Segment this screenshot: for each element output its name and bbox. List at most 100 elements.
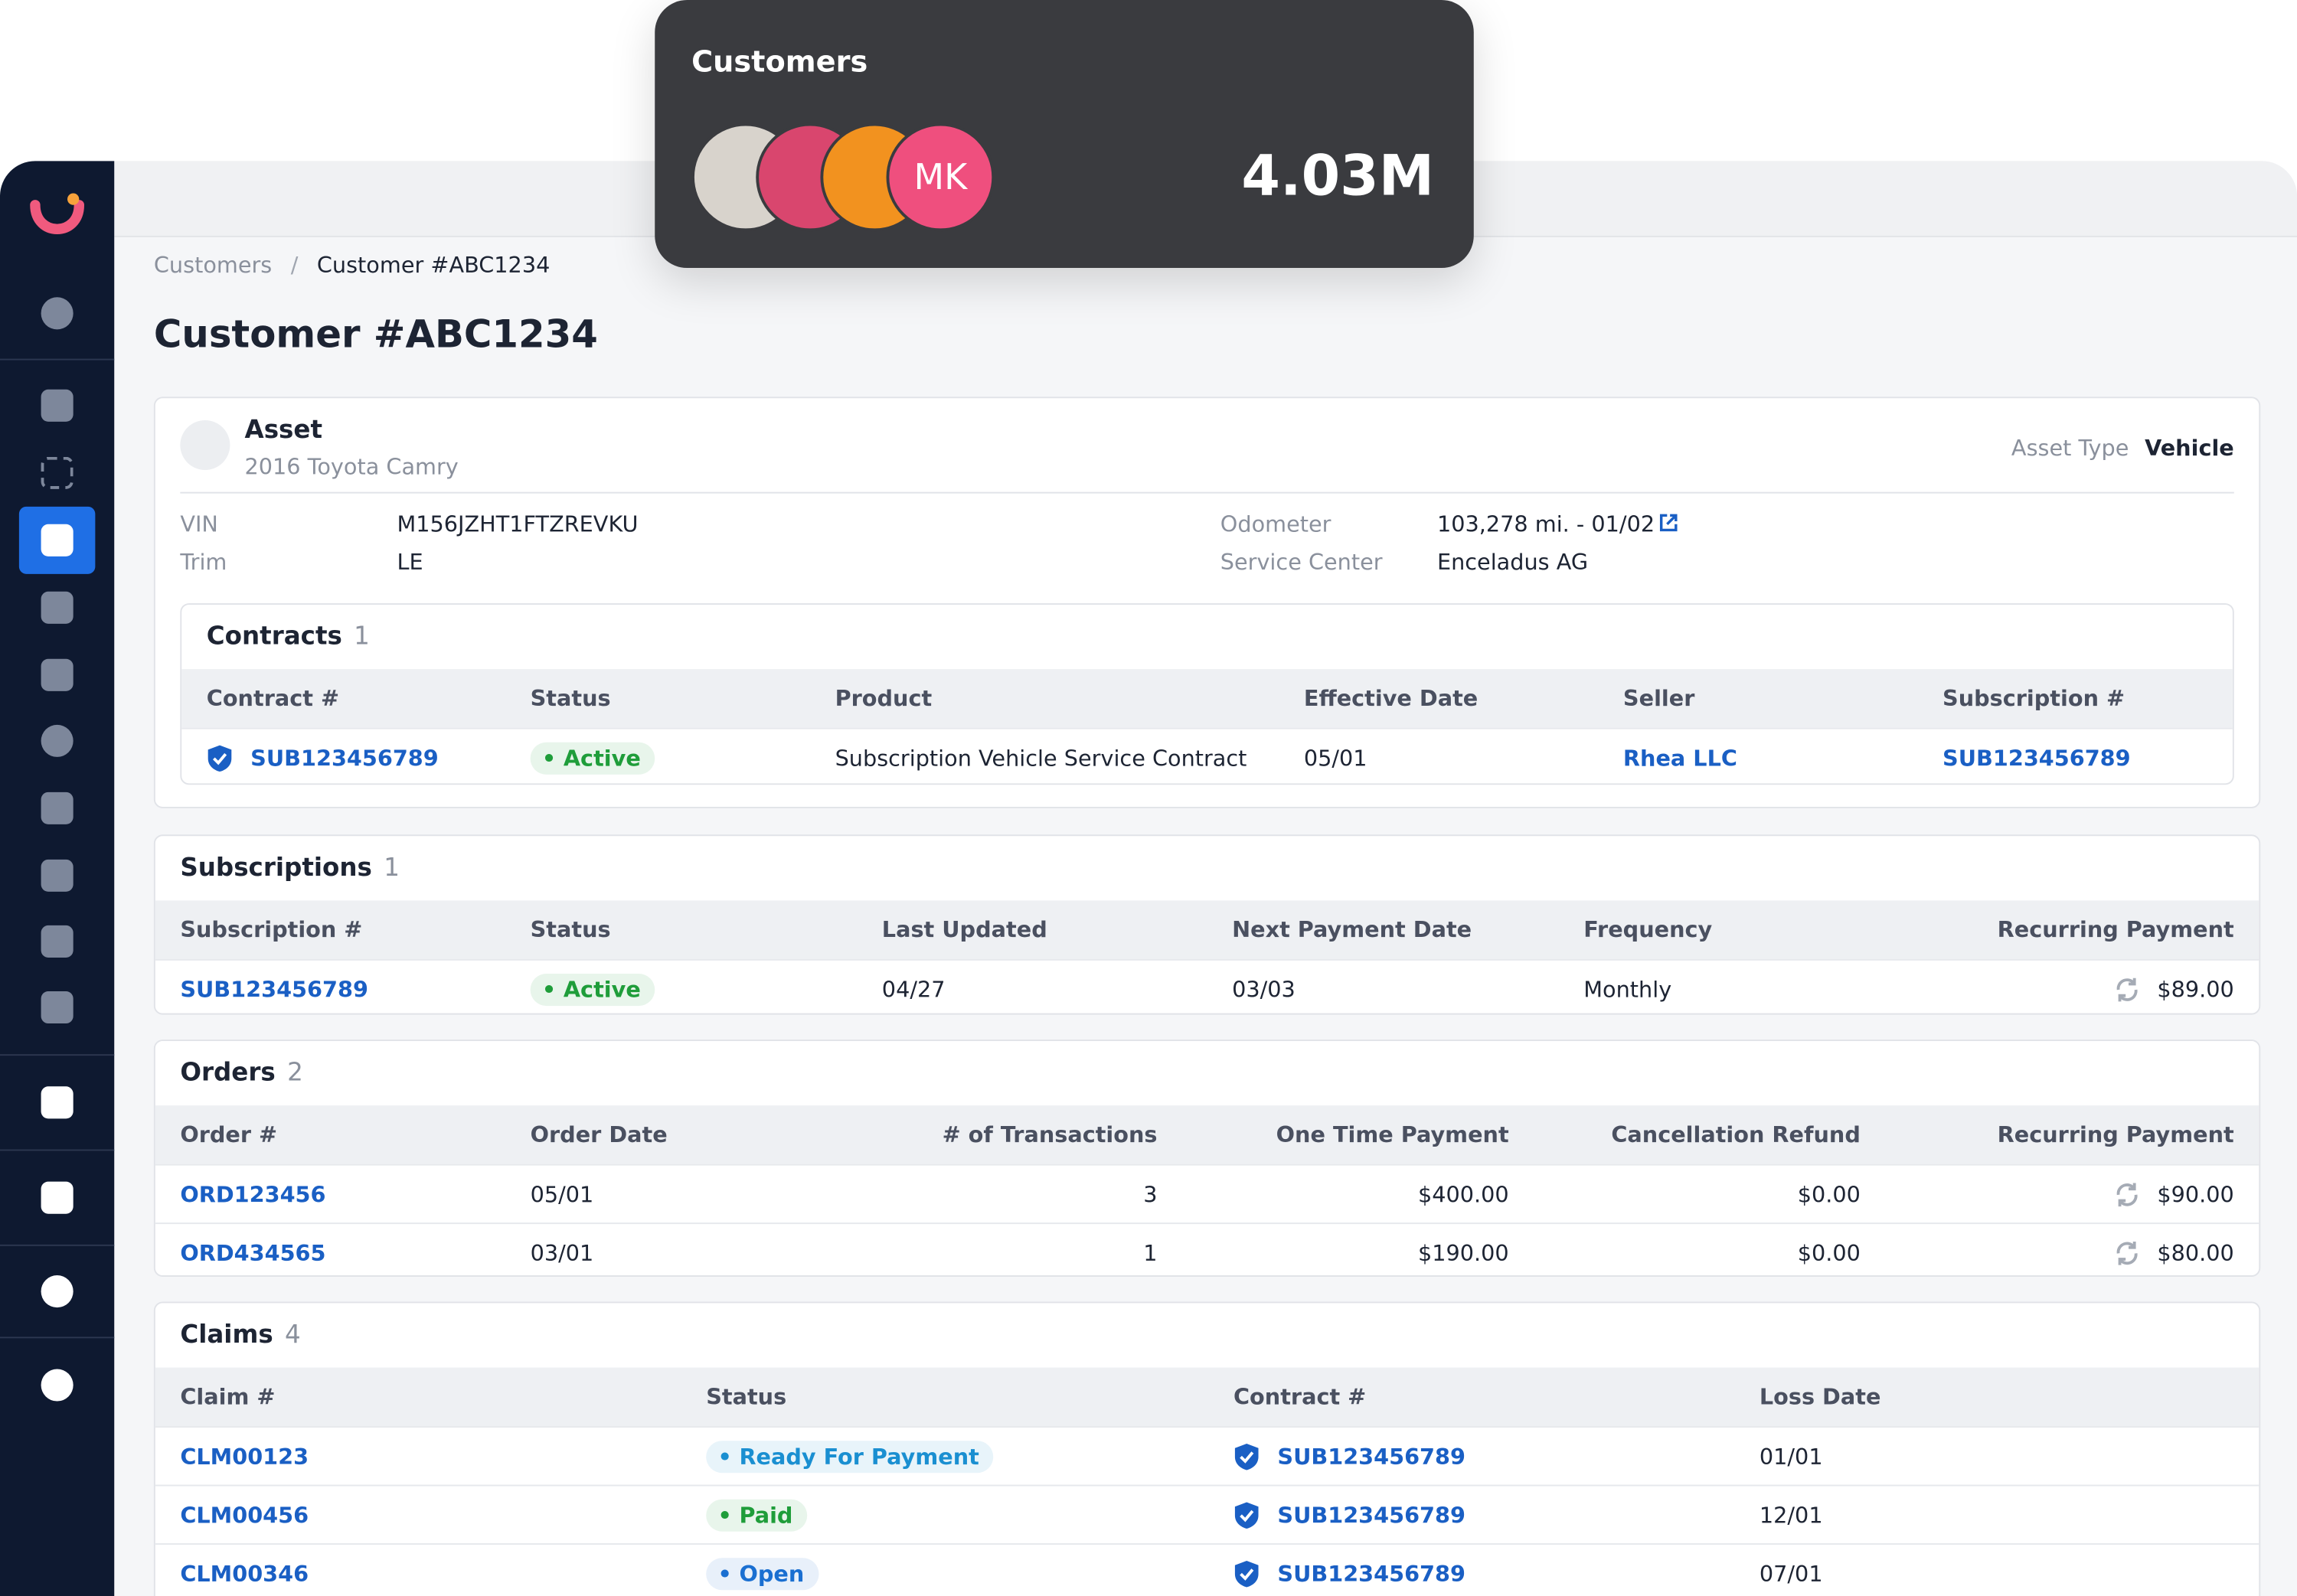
link[interactable]: CLM00346 xyxy=(180,1560,309,1587)
tools-icon[interactable] xyxy=(41,991,74,1024)
table-header: Claim # Status Contract # Loss Date xyxy=(155,1367,2259,1427)
page-title: Customer #ABC1234 xyxy=(153,313,598,357)
service-icon[interactable] xyxy=(41,1369,74,1402)
recurring-icon xyxy=(2116,977,2137,1001)
table-cell: CLM00456 xyxy=(155,1502,681,1528)
table-row: CLM00346 Open SUB123456789 07/01 xyxy=(155,1543,2259,1596)
text: 05/01 xyxy=(1303,744,1367,772)
table-cell: Active xyxy=(505,973,857,1006)
column-header: Subscription # xyxy=(1942,685,2125,712)
recurring-icon xyxy=(2116,1182,2137,1206)
customers-icon[interactable] xyxy=(41,524,74,556)
table-cell: CLM00123 xyxy=(155,1443,681,1469)
table-row: SUB123456789 Active 04/27 03/03 Monthly $89.0… xyxy=(155,958,2259,1013)
shield-icon xyxy=(1234,1501,1259,1529)
column-header: Contract # xyxy=(206,685,340,712)
billing-icon[interactable] xyxy=(41,791,74,824)
section-title: Orders 2 xyxy=(155,1041,2259,1105)
table-row: CLM00123 Ready For Payment SUB123456789 01/… xyxy=(155,1426,2259,1485)
customers-widget: Customers MK 4.03M xyxy=(655,0,1474,269)
wrench-icon[interactable] xyxy=(41,1275,74,1308)
link[interactable]: CLM00456 xyxy=(180,1501,309,1529)
shield-icon xyxy=(207,744,232,772)
shield-icon xyxy=(1234,1560,1259,1587)
shield-icon xyxy=(1234,1443,1259,1470)
table-cell: $190.00 xyxy=(1182,1239,1534,1265)
table-cell: 3 xyxy=(857,1181,1182,1207)
table-cell: 07/01 xyxy=(1734,1560,2259,1586)
section-title: Claims 4 xyxy=(155,1303,2259,1367)
contracts-section: Contracts 1 Contract # Status Product Effecti… xyxy=(180,603,2234,785)
table-cell: Ready For Payment xyxy=(681,1440,1209,1473)
table-cell: $80.00 xyxy=(1885,1239,2259,1266)
table-cell: 01/01 xyxy=(1734,1443,2259,1469)
calculator-icon[interactable] xyxy=(41,1181,74,1214)
field-value: Enceladus AG xyxy=(1436,549,1589,576)
asset-subtitle: 2016 Toyota Camry xyxy=(244,453,459,481)
link[interactable]: SUB123456789 xyxy=(1277,1443,1465,1470)
section-title-text: Orders xyxy=(180,1058,276,1088)
status-badge: Active xyxy=(530,741,655,774)
alert-icon[interactable] xyxy=(41,658,74,691)
table-cell: $90.00 xyxy=(1885,1181,2259,1207)
asset-card: Asset 2016 Toyota Camry Asset Type Vehic… xyxy=(153,397,2261,808)
claims-section: Claims 4 Claim # Status Contract # Loss Date C… xyxy=(153,1301,2261,1596)
asset-type-value: Vehicle xyxy=(2145,435,2234,462)
link[interactable]: SUB123456789 xyxy=(180,975,368,1003)
status-badge: Open xyxy=(706,1557,819,1590)
table-cell: $400.00 xyxy=(1182,1181,1534,1207)
text: $0.00 xyxy=(1797,1239,1861,1266)
support-icon[interactable] xyxy=(41,724,74,757)
shield-icon[interactable] xyxy=(41,591,74,624)
table-header: Subscription # Status Last Updated Next Pay… xyxy=(155,900,2259,959)
users-icon[interactable] xyxy=(41,389,74,422)
table-row: SUB123456789 Active Subscription Vehicle S… xyxy=(181,727,2233,784)
table-cell: 05/01 xyxy=(505,1181,857,1207)
link[interactable]: ORD434565 xyxy=(180,1239,326,1266)
link[interactable]: SUB123456789 xyxy=(1942,744,2131,772)
link[interactable]: CLM00123 xyxy=(180,1443,309,1470)
field-label: VIN xyxy=(180,511,218,537)
asset-type: Asset Type Vehicle xyxy=(2011,435,2234,461)
table-cell: SUB123456789 xyxy=(1208,1441,1734,1470)
text: 3 xyxy=(1143,1180,1158,1208)
text: 03/03 xyxy=(1232,975,1296,1003)
table-cell: 1 xyxy=(857,1239,1182,1265)
avatar-initials: MK xyxy=(886,122,995,232)
table-cell: 05/01 xyxy=(1279,745,1598,771)
breadcrumb: Customers / Customer #ABC1234 xyxy=(153,252,551,279)
store-icon[interactable] xyxy=(41,1086,74,1119)
table-cell: 12/01 xyxy=(1734,1502,2259,1528)
column-header: Recurring Payment xyxy=(1997,916,2234,943)
link[interactable]: Rhea LLC xyxy=(1622,744,1737,772)
link[interactable]: SUB123456789 xyxy=(1277,1501,1465,1529)
select-icon[interactable] xyxy=(41,456,74,489)
text: 01/01 xyxy=(1759,1443,1823,1470)
external-link-icon[interactable] xyxy=(1658,512,1679,533)
column-header: Contract # xyxy=(1233,1383,1367,1411)
section-count: 2 xyxy=(287,1058,303,1088)
link[interactable]: SUB123456789 xyxy=(250,744,439,772)
text: 12/01 xyxy=(1759,1501,1823,1529)
table-header: Order # Order Date # of Transactions One Ti… xyxy=(155,1105,2259,1164)
field-value: M156JZHT1FTZREVKU xyxy=(397,511,639,537)
link[interactable]: ORD123456 xyxy=(180,1180,326,1208)
link[interactable]: SUB123456789 xyxy=(1277,1560,1465,1587)
table-cell: 03/03 xyxy=(1207,976,1559,1002)
text: Subscription Vehicle Service Contract xyxy=(835,744,1247,772)
column-header: Order # xyxy=(180,1121,278,1148)
table-cell: SUB123456789 xyxy=(1918,745,2233,771)
column-header: Product xyxy=(835,685,933,712)
tag-icon[interactable] xyxy=(41,925,74,958)
wallet-icon[interactable] xyxy=(41,859,74,892)
dashboard-icon[interactable] xyxy=(41,297,74,330)
table-cell: SUB123456789 xyxy=(1208,1558,1734,1588)
table-cell: Monthly xyxy=(1559,976,1910,1002)
breadcrumb-link[interactable]: Customers xyxy=(153,252,273,279)
sidebar xyxy=(0,161,115,1596)
section-count: 1 xyxy=(354,622,370,652)
text: Monthly xyxy=(1583,975,1672,1003)
column-header: Recurring Payment xyxy=(1997,1121,2234,1148)
